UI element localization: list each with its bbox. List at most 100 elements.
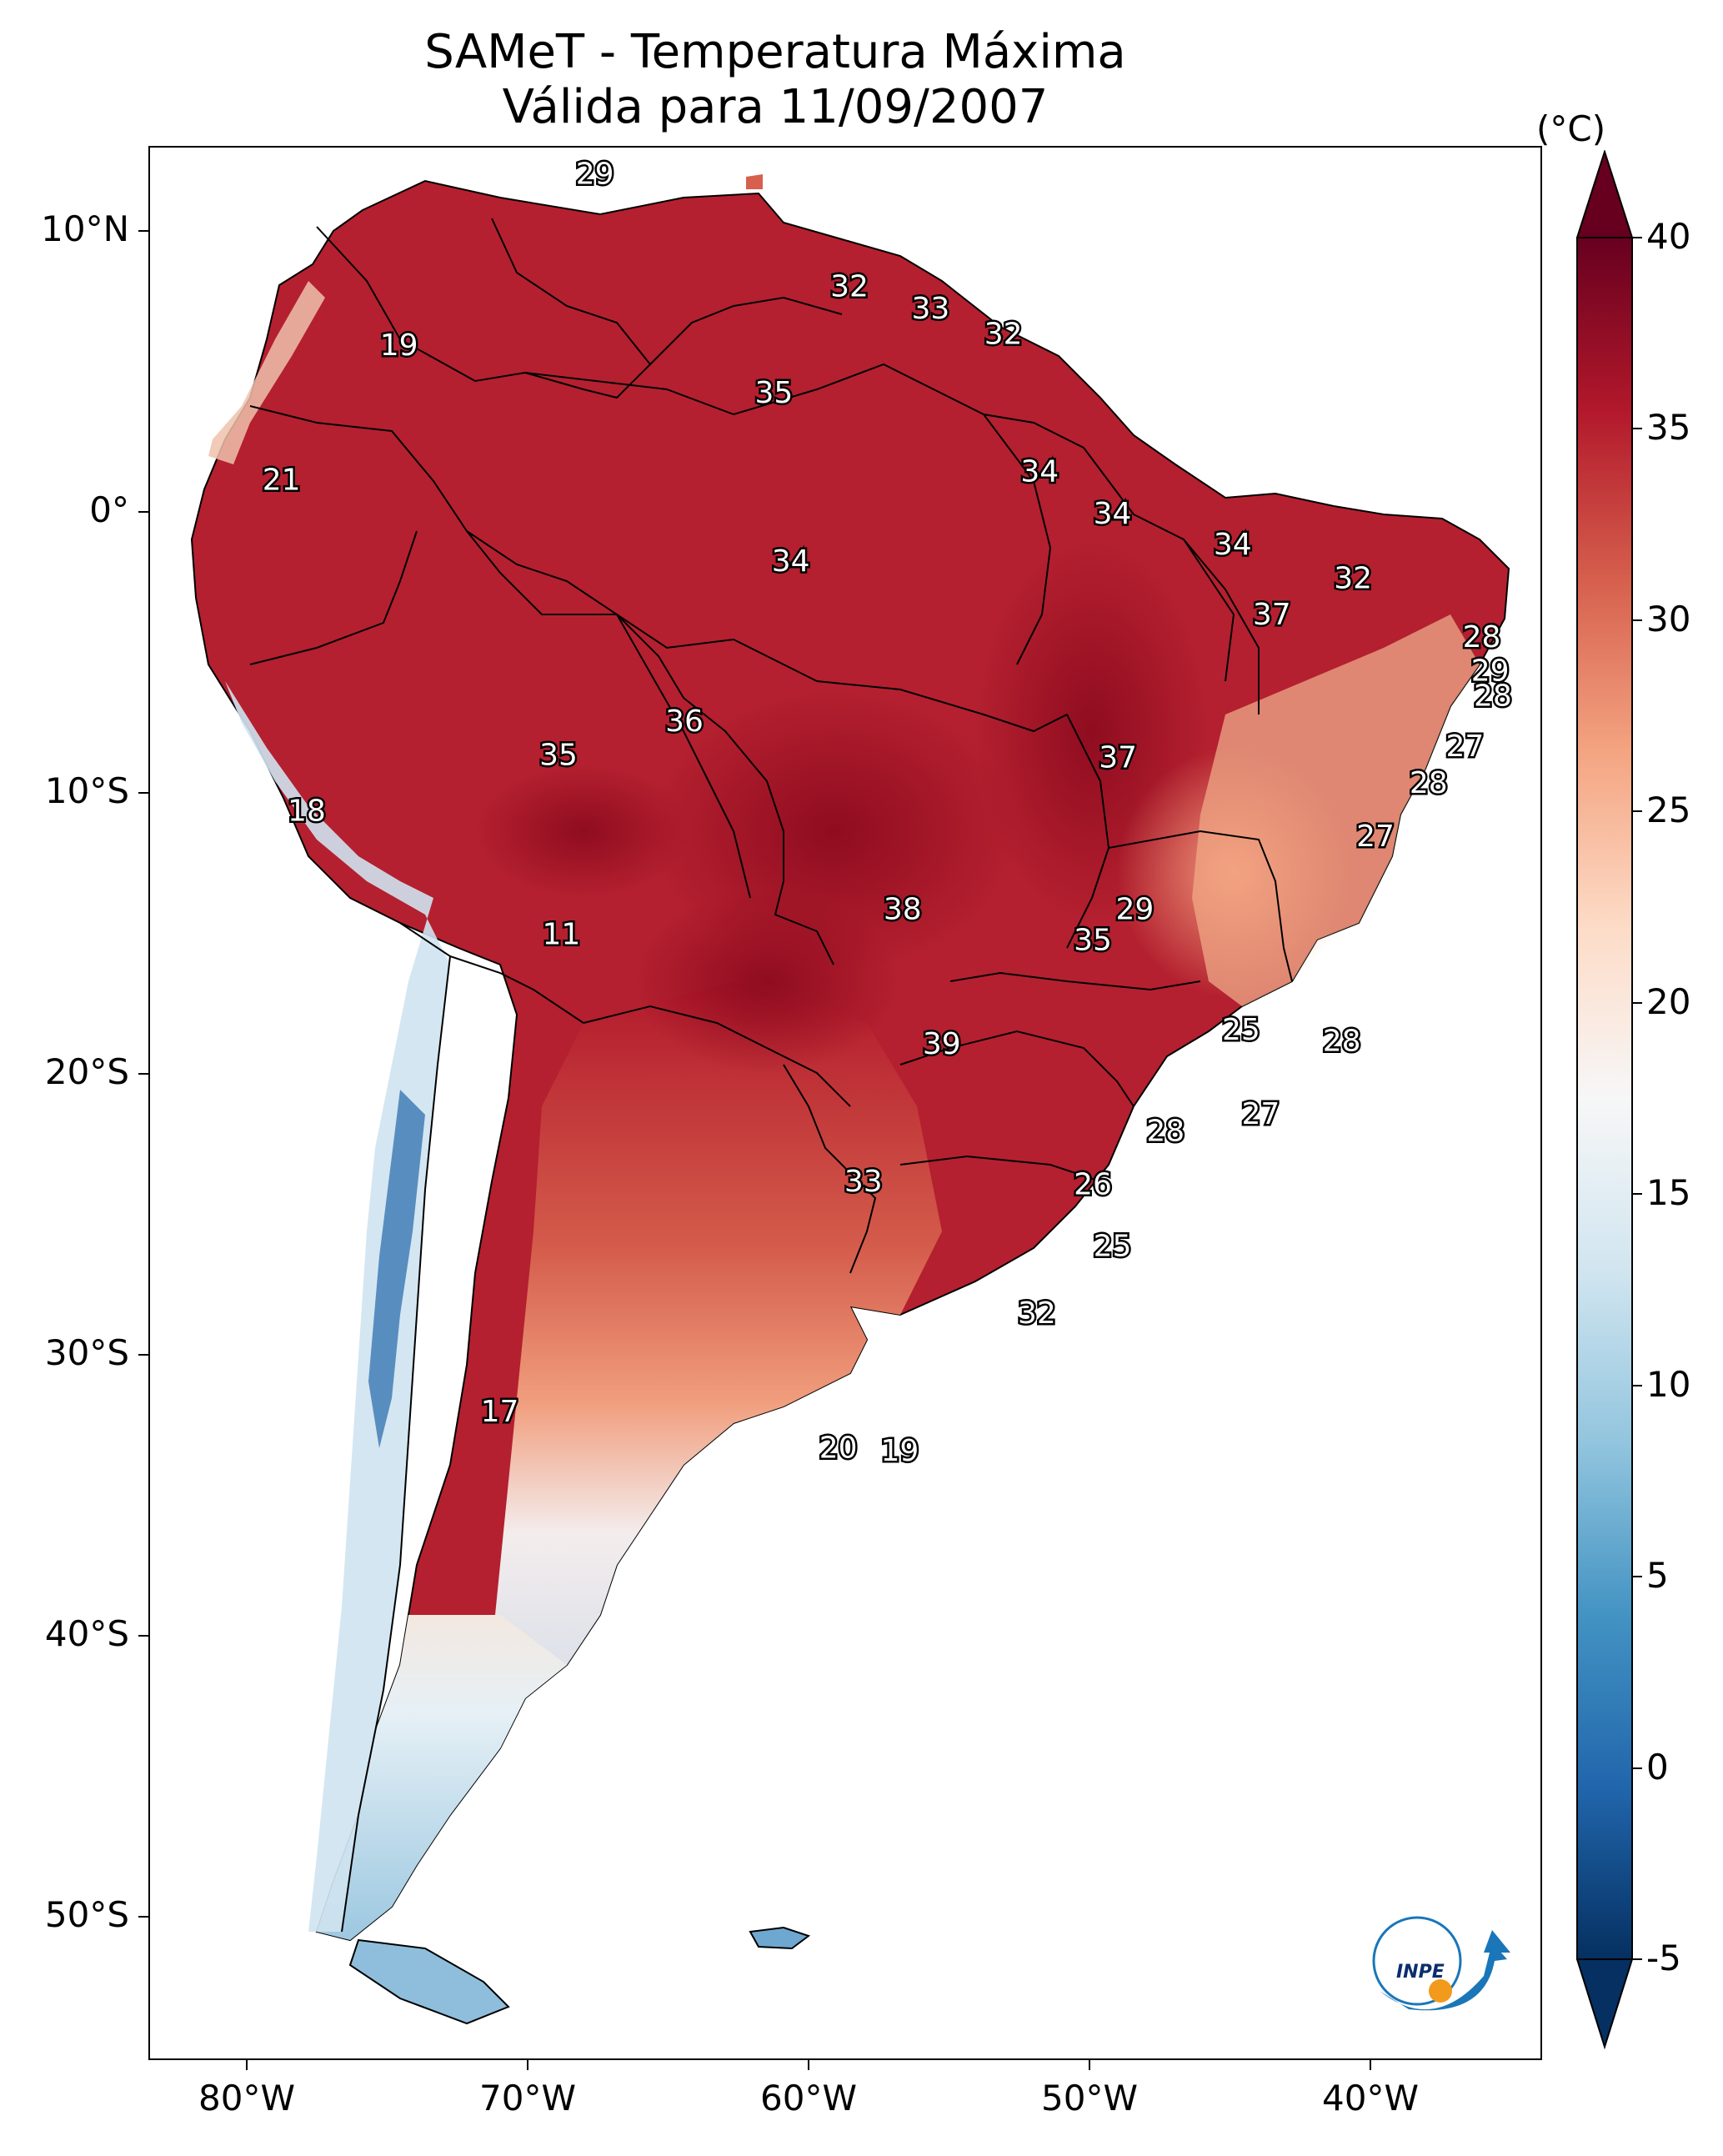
logo-text: INPE <box>1396 1962 1445 1983</box>
colorbar-units: (°C) <box>1536 108 1606 149</box>
colorbar <box>1575 150 1634 2050</box>
colorbar-tick <box>1632 428 1642 429</box>
station-label: 28 <box>1463 620 1501 654</box>
station-label: 29 <box>576 158 614 192</box>
y-tick-label: 50°S <box>44 1894 129 1935</box>
station-label: 33 <box>911 292 949 326</box>
station-label: 32 <box>984 318 1023 352</box>
station-label: 27 <box>1445 730 1484 764</box>
station-label: 28 <box>1410 766 1448 800</box>
station-label: 34 <box>772 544 810 579</box>
colorbar-extend-max <box>1575 150 1634 238</box>
temperature-andes-deep-cold <box>368 1090 425 1448</box>
station-label: 28 <box>1474 679 1512 714</box>
x-tick-label: 50°W <box>1041 2078 1138 2118</box>
station-label: 33 <box>844 1165 883 1199</box>
station-label: 25 <box>1094 1229 1132 1263</box>
colorbar-tick-label: 25 <box>1646 790 1691 830</box>
colorbar-tick-label: -5 <box>1646 1938 1681 1978</box>
station-label: 21 <box>263 464 301 498</box>
station-label: 28 <box>1146 1114 1185 1148</box>
colorbar-tick-label: 5 <box>1646 1555 1669 1596</box>
map-title: SAMeT - Temperatura Máxima <box>424 25 1126 79</box>
y-tick <box>138 511 148 513</box>
y-tick-label: 10°S <box>44 770 129 811</box>
station-label: 34 <box>1020 454 1059 489</box>
y-tick-label: 40°S <box>44 1613 129 1654</box>
x-tick-label: 70°W <box>479 2078 576 2118</box>
y-tick <box>138 1916 148 1918</box>
y-tick <box>138 1073 148 1075</box>
station-label: 35 <box>1074 924 1112 958</box>
temperature-northern-andes <box>208 281 325 464</box>
station-label: 27 <box>1241 1097 1280 1131</box>
colorbar-tick-label: 10 <box>1646 1364 1691 1405</box>
colorbar-tick-label: 20 <box>1646 981 1691 1022</box>
caribbean-island <box>746 174 763 189</box>
x-tick-label: 40°W <box>1322 2078 1419 2118</box>
station-label: 19 <box>880 1434 919 1468</box>
station-label: 25 <box>1222 1013 1260 1047</box>
station-label: 32 <box>1334 561 1372 595</box>
colorbar-tick-label: 40 <box>1646 216 1691 257</box>
x-tick-label: 60°W <box>760 2078 857 2118</box>
x-tick <box>1089 2060 1090 2070</box>
colorbar-tick <box>1632 237 1642 238</box>
colorbar-tick <box>1632 1767 1642 1769</box>
station-label: 39 <box>923 1027 961 1061</box>
station-label: 20 <box>819 1431 858 1466</box>
station-label: 34 <box>1094 497 1132 531</box>
y-tick-label: 30°S <box>44 1332 129 1373</box>
x-tick <box>246 2060 248 2070</box>
station-label: 34 <box>1214 528 1252 562</box>
station-label: 11 <box>542 918 580 952</box>
station-label: 27 <box>1356 820 1395 854</box>
y-tick-label: 20°S <box>44 1051 129 1092</box>
station-label: 36 <box>665 704 704 739</box>
colorbar-tick <box>1632 1193 1642 1195</box>
x-tick-label: 80°W <box>198 2078 295 2118</box>
station-label: 29 <box>1115 893 1154 927</box>
station-label: 32 <box>1018 1296 1056 1331</box>
colorbar-tick-label: 0 <box>1646 1747 1669 1787</box>
colorbar-tick-label: 35 <box>1646 407 1691 448</box>
station-label: 35 <box>539 738 578 772</box>
colorbar-tick <box>1632 619 1642 621</box>
station-label: 38 <box>884 893 922 927</box>
y-tick <box>138 1635 148 1637</box>
colorbar-tick-label: 15 <box>1646 1172 1691 1213</box>
colorbar-gradient <box>1576 237 1633 1960</box>
station-label: 37 <box>1099 741 1137 775</box>
map-area: 29 32 33 32 19 35 21 34 34 34 34 32 37 28 29 28 36 35 37 27… <box>148 146 1542 2060</box>
colorbar-tick <box>1632 1385 1642 1386</box>
y-tick <box>138 1354 148 1356</box>
y-tick <box>138 792 148 794</box>
station-label: 19 <box>380 328 418 363</box>
colorbar-tick <box>1632 810 1642 812</box>
colorbar-extend-min <box>1575 1958 1634 2050</box>
station-label: 32 <box>830 269 869 303</box>
falkland-islands <box>749 1926 811 1950</box>
y-tick-label: 0° <box>89 489 129 530</box>
y-tick <box>138 230 148 232</box>
station-label: 35 <box>754 376 793 410</box>
temperature-south-overlay <box>483 981 942 1748</box>
inpe-logo: INPE <box>1372 1916 1510 2011</box>
colorbar-tick <box>1632 1002 1642 1004</box>
colorbar-tick-label: 30 <box>1646 599 1691 639</box>
x-tick <box>1370 2060 1371 2070</box>
country-borders <box>249 218 1293 1933</box>
colorbar-tick <box>1632 1958 1642 1960</box>
station-label: 29 <box>1471 654 1510 688</box>
colorbar-tick <box>1632 1576 1642 1577</box>
temperature-andes-cold <box>225 681 450 1932</box>
hot-core-bolivia <box>475 765 692 898</box>
station-label: 18 <box>288 795 326 829</box>
temperature-patagonia <box>317 1615 567 1940</box>
station-label: 26 <box>1074 1167 1112 1201</box>
x-tick <box>527 2060 528 2070</box>
y-tick-label: 10°N <box>41 208 129 249</box>
map-subtitle: Válida para 11/09/2007 <box>502 80 1049 134</box>
station-label: 17 <box>481 1395 519 1429</box>
